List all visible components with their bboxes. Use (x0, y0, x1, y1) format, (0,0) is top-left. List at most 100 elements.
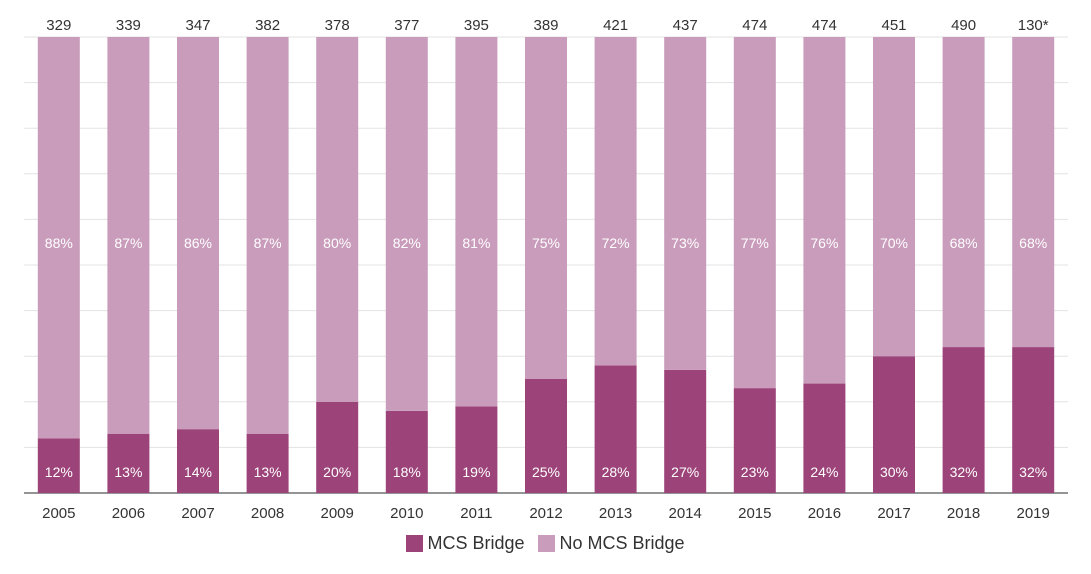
bars (37, 37, 1055, 493)
label-no-mcs-bridge-2015: 77% (741, 235, 769, 251)
bar-mcs-bridge-2009 (316, 401, 359, 493)
total-label-2005: 329 (46, 17, 71, 34)
bar-mcs-bridge-2015 (733, 388, 776, 493)
label-no-mcs-bridge-2019: 68% (1019, 235, 1047, 251)
bar-mcs-bridge-2018 (942, 347, 985, 493)
x-tick-label-2007: 2007 (181, 505, 214, 522)
total-label-2008: 382 (255, 17, 280, 34)
label-mcs-bridge-2016: 24% (810, 464, 838, 480)
label-mcs-bridge-2010: 18% (393, 464, 421, 480)
total-label-2012: 389 (533, 17, 558, 34)
bar-no-mcs-bridge-2013 (594, 37, 637, 366)
bar-no-mcs-bridge-2007 (177, 37, 219, 430)
total-label-2018: 490 (951, 17, 976, 34)
x-tick-label-2018: 2018 (947, 505, 980, 522)
total-label-2019: 130* (1018, 17, 1049, 34)
bar-mcs-bridge-2012 (525, 379, 567, 493)
bar-no-mcs-bridge-2019 (1012, 37, 1055, 348)
x-tick-label-2013: 2013 (599, 505, 632, 522)
label-no-mcs-bridge-2008: 87% (254, 235, 282, 251)
bar-no-mcs-bridge-2009 (316, 37, 359, 402)
label-mcs-bridge-2013: 28% (602, 464, 630, 480)
label-no-mcs-bridge-2018: 68% (950, 235, 978, 251)
legend-swatch-mcs-bridge (406, 535, 424, 552)
total-label-2007: 347 (185, 17, 210, 34)
bar-no-mcs-bridge-2010 (385, 37, 428, 411)
label-mcs-bridge-2014: 27% (671, 464, 699, 480)
label-no-mcs-bridge-2013: 72% (602, 235, 630, 251)
label-mcs-bridge-2005: 12% (45, 464, 73, 480)
label-no-mcs-bridge-2009: 80% (323, 235, 351, 251)
bar-no-mcs-bridge-2008 (246, 37, 289, 434)
bar-mcs-bridge-2014 (664, 369, 707, 493)
x-tick-label-2012: 2012 (529, 505, 562, 522)
total-label-2013: 421 (603, 17, 628, 34)
bar-mcs-bridge-2006 (107, 433, 150, 493)
total-label-2006: 339 (116, 17, 141, 34)
legend: MCS Bridge No MCS Bridge (0, 533, 1091, 554)
bar-mcs-bridge-2010 (385, 410, 428, 493)
total-label-2011: 395 (464, 17, 489, 34)
bar-mcs-bridge-2007 (177, 429, 219, 493)
x-tick-label-2016: 2016 (808, 505, 841, 522)
x-tick-label-2006: 2006 (112, 505, 145, 522)
legend-item-mcs-bridge: MCS Bridge (406, 533, 524, 554)
label-no-mcs-bridge-2016: 76% (810, 235, 838, 251)
label-no-mcs-bridge-2006: 87% (114, 235, 142, 251)
bar-mcs-bridge-2013 (594, 365, 637, 493)
label-mcs-bridge-2006: 13% (114, 464, 142, 480)
x-tick-label-2014: 2014 (669, 505, 702, 522)
legend-label-mcs-bridge: MCS Bridge (427, 533, 525, 553)
bar-no-mcs-bridge-2015 (733, 37, 776, 389)
bar-mcs-bridge-2017 (873, 356, 915, 493)
x-tick-label-2015: 2015 (738, 505, 771, 522)
label-mcs-bridge-2008: 13% (254, 464, 282, 480)
x-tick-label-2010: 2010 (390, 505, 423, 522)
label-no-mcs-bridge-2010: 82% (393, 235, 421, 251)
bar-mcs-bridge-2016 (803, 383, 846, 493)
x-tick-label-2005: 2005 (42, 505, 75, 522)
x-tick-label-2009: 2009 (321, 505, 354, 522)
bar-no-mcs-bridge-2017 (873, 37, 915, 357)
total-label-2016: 474 (812, 17, 837, 34)
label-no-mcs-bridge-2005: 88% (45, 235, 73, 251)
bar-no-mcs-bridge-2014 (664, 37, 707, 370)
label-no-mcs-bridge-2014: 73% (671, 235, 699, 251)
x-tick-label-2017: 2017 (877, 505, 910, 522)
legend-swatch-no-mcs-bridge (538, 535, 556, 552)
bar-no-mcs-bridge-2016 (803, 37, 846, 384)
total-label-2017: 451 (881, 17, 906, 34)
label-mcs-bridge-2015: 23% (741, 464, 769, 480)
bar-no-mcs-bridge-2018 (942, 37, 985, 348)
bar-mcs-bridge-2011 (455, 406, 498, 493)
total-label-2014: 437 (673, 17, 698, 34)
label-mcs-bridge-2009: 20% (323, 464, 351, 480)
label-mcs-bridge-2018: 32% (950, 464, 978, 480)
total-label-2009: 378 (325, 17, 350, 34)
bar-no-mcs-bridge-2006 (107, 37, 150, 434)
legend-label-no-mcs-bridge: No MCS Bridge (559, 533, 685, 553)
label-no-mcs-bridge-2012: 75% (532, 235, 560, 251)
label-no-mcs-bridge-2017: 70% (880, 235, 908, 251)
total-label-2010: 377 (394, 17, 419, 34)
bar-mcs-bridge-2019 (1012, 347, 1055, 493)
bar-no-mcs-bridge-2005 (37, 37, 80, 439)
x-tick-label-2008: 2008 (251, 505, 284, 522)
labels: 12% 88% 329 2005 13% 87% 339 2006 14% 86% 347 2007 1… (42, 17, 1050, 522)
label-mcs-bridge-2007: 14% (184, 464, 212, 480)
x-tick-label-2019: 2019 (1017, 505, 1050, 522)
label-mcs-bridge-2019: 32% (1019, 464, 1047, 480)
bar-no-mcs-bridge-2011 (455, 37, 498, 407)
bar-no-mcs-bridge-2012 (525, 37, 567, 379)
total-label-2015: 474 (742, 17, 767, 34)
label-mcs-bridge-2011: 19% (462, 464, 490, 480)
label-no-mcs-bridge-2007: 86% (184, 235, 212, 251)
legend-item-no-mcs-bridge: No MCS Bridge (538, 533, 685, 554)
label-no-mcs-bridge-2011: 81% (462, 235, 490, 251)
label-mcs-bridge-2012: 25% (532, 464, 560, 480)
label-mcs-bridge-2017: 30% (880, 464, 908, 480)
bar-mcs-bridge-2005 (37, 438, 80, 493)
bar-mcs-bridge-2008 (246, 433, 289, 493)
x-tick-label-2011: 2011 (460, 505, 492, 522)
